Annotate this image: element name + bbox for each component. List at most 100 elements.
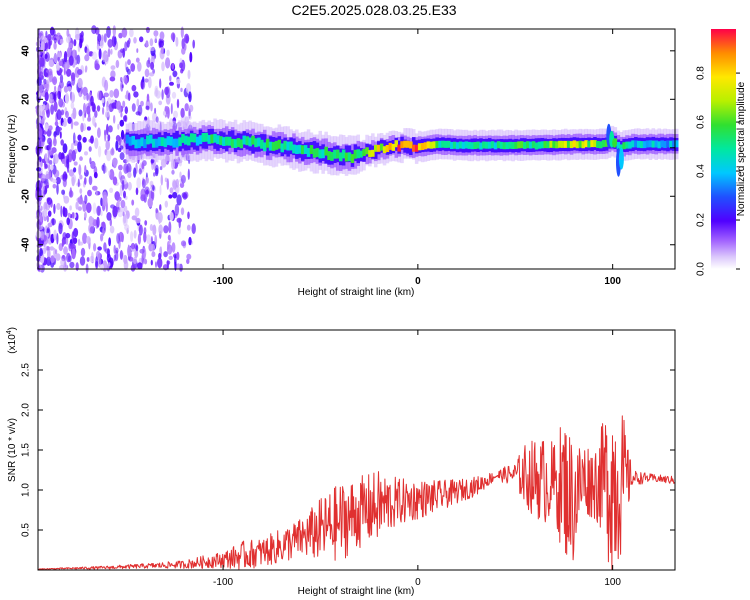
ridge-cell	[154, 138, 159, 148]
noise-blob	[135, 217, 141, 224]
noise-blob	[72, 237, 78, 245]
noise-blob	[133, 229, 137, 239]
noise-blob	[152, 224, 157, 236]
noise-blob	[164, 177, 168, 183]
noise-blob	[158, 224, 163, 235]
y-tick-label: 1.0	[21, 483, 32, 497]
noise-blob	[111, 102, 117, 109]
noise-blob	[58, 98, 64, 108]
noise-blob	[110, 127, 113, 132]
noise-blob	[55, 253, 61, 261]
ridge-cell	[184, 135, 188, 145]
noise-blob	[132, 256, 138, 264]
ridge-cell	[149, 134, 153, 144]
noise-blob	[68, 42, 74, 49]
ridge-cell	[470, 142, 474, 150]
noise-blob	[37, 126, 43, 138]
noise-blob	[86, 202, 92, 214]
ridge-cell	[175, 138, 179, 148]
noise-blob	[39, 212, 43, 223]
ridge-cell	[590, 140, 594, 148]
noise-blob	[77, 206, 82, 211]
snr-y-axis-label: SNR (10 * v/v)	[7, 418, 18, 482]
ridge-cell	[388, 142, 393, 150]
ridge-cell	[517, 141, 521, 149]
noise-blob	[174, 254, 177, 267]
noise-blob	[51, 217, 55, 226]
y-tick-label: 40	[21, 45, 32, 57]
ridge-cell	[604, 139, 609, 147]
y-tick-label: 0.5	[21, 523, 32, 537]
ridge-cell	[651, 140, 656, 148]
noise-blob	[131, 103, 136, 112]
noise-blob	[94, 63, 100, 71]
ridge-cell	[616, 142, 621, 149]
ridge-cell	[461, 141, 466, 149]
noise-blob	[107, 38, 113, 48]
spectrogram-ridge	[125, 118, 679, 176]
noise-blob	[113, 88, 120, 99]
ridge-cell	[397, 144, 401, 152]
noise-blob	[67, 116, 72, 124]
noise-blob	[140, 188, 146, 200]
ridge-cell	[558, 140, 562, 148]
ridge-cell	[584, 140, 588, 148]
noise-blob	[70, 92, 76, 103]
noise-blob	[68, 242, 73, 249]
noise-blob	[117, 199, 121, 206]
noise-blob	[86, 105, 91, 115]
noise-blob	[109, 225, 115, 234]
noise-blob	[180, 87, 183, 93]
noise-blob	[106, 212, 112, 221]
noise-blob	[109, 90, 114, 98]
y-tick-label: 2.0	[21, 403, 32, 417]
spectrogram-frame	[37, 28, 676, 270]
ridge-cell	[125, 134, 130, 144]
noise-blob	[40, 180, 43, 188]
noise-blob	[47, 210, 52, 217]
noise-blob	[176, 251, 180, 261]
noise-blob	[98, 145, 102, 158]
ridge-cell	[330, 152, 334, 161]
ridge-cell	[169, 136, 173, 146]
ridge-cell	[260, 139, 264, 149]
spike-blob	[618, 147, 624, 170]
noise-blob	[187, 115, 192, 120]
noise-blob	[36, 219, 41, 230]
ridge-cell	[236, 138, 241, 147]
noise-blob	[168, 194, 173, 199]
noise-blob	[53, 94, 56, 101]
ridge-cell	[230, 130, 235, 147]
noise-blob	[187, 168, 190, 180]
noise-blob	[96, 105, 101, 112]
noise-blob	[44, 181, 50, 188]
noise-blob	[92, 115, 96, 126]
noise-blob	[53, 137, 57, 147]
noise-blob	[186, 253, 192, 260]
noise-blob	[46, 215, 49, 223]
noise-blob	[131, 84, 137, 92]
noise-blob	[112, 176, 118, 186]
noise-blob	[112, 205, 118, 218]
noise-blob	[163, 225, 169, 234]
noise-blob	[143, 258, 148, 265]
noise-blob	[159, 204, 162, 211]
noise-blob	[58, 222, 63, 235]
ridge-cell	[146, 135, 150, 145]
ridge-cell	[160, 137, 165, 147]
noise-blob	[77, 77, 83, 89]
noise-blob	[144, 186, 150, 195]
spectrogram-ticks: -100 0 100 40 20 0 -20 -40	[21, 29, 675, 287]
noise-blob	[63, 195, 70, 204]
noise-blob	[63, 51, 68, 63]
noise-blob	[185, 83, 192, 94]
noise-blob	[60, 205, 63, 218]
noise-blob	[189, 51, 193, 63]
ridge-cell	[467, 141, 471, 149]
ridge-cell	[555, 141, 559, 149]
ridge-cell	[356, 149, 360, 159]
ridge-cell	[540, 141, 545, 149]
noise-blob	[143, 227, 147, 234]
noise-blob	[145, 40, 149, 48]
ridge-cell	[625, 141, 629, 149]
